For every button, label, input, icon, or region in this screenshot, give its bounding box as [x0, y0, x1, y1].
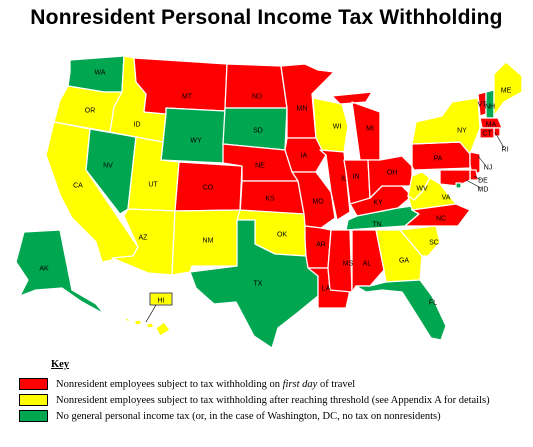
- state-ri: [493, 127, 501, 137]
- state-label-mn: MN: [297, 106, 308, 113]
- state-label-sd: SD: [253, 128, 263, 135]
- state-label-nv: NV: [103, 163, 113, 170]
- state-label-ia: IA: [301, 153, 308, 160]
- state-label-az: AZ: [139, 235, 149, 242]
- state-label-mi: MI: [366, 126, 374, 133]
- state-ak: [15, 229, 105, 315]
- state-tx: [189, 219, 319, 349]
- state-label-nj: NJ: [484, 165, 493, 172]
- state-nc: [404, 203, 471, 227]
- state-label-wa: WA: [94, 70, 105, 77]
- state-label-nc: NC: [436, 216, 446, 223]
- state-label-me: ME: [501, 88, 512, 95]
- state-label-oh: OH: [387, 170, 398, 177]
- state-label-wv: WV: [416, 186, 428, 193]
- state-label-in: IN: [353, 174, 360, 181]
- state-label-ok: OK: [277, 232, 287, 239]
- labels-layer: WA OR CA NV ID MT WY UT AZ CO NM ND SD NE KS OK TX MN IA MO…: [39, 70, 512, 323]
- state-label-tn: TN: [372, 222, 381, 229]
- state-label-nh: NH: [485, 104, 495, 111]
- hi-label-box: [149, 292, 173, 306]
- state-label-nm: NM: [203, 238, 214, 245]
- state-me: [493, 61, 523, 117]
- state-nd: [224, 63, 288, 109]
- state-sc: [399, 225, 441, 257]
- key-text-threshold: Nonresident employees subject to tax wit…: [56, 394, 490, 406]
- state-label-la: LA: [322, 286, 331, 293]
- state-oh: [367, 155, 413, 199]
- key-swatch-threshold: [19, 394, 48, 406]
- state-label-al: AL: [363, 261, 372, 268]
- key-title: Key: [51, 359, 70, 370]
- state-fl: [355, 279, 447, 341]
- state-wi: [312, 97, 349, 153]
- state-ma: [479, 117, 503, 129]
- state-label-id: ID: [134, 122, 141, 129]
- state-md: [439, 169, 471, 187]
- state-ct: [479, 127, 495, 139]
- leader-line: [494, 131, 505, 149]
- state-label-ms: MS: [343, 261, 354, 268]
- state-label-ma: MA: [486, 122, 497, 129]
- state-label-de: DE: [478, 178, 488, 185]
- state-label-wi: WI: [333, 124, 342, 131]
- state-label-il: IL: [341, 176, 347, 183]
- state-label-fl: FL: [429, 300, 437, 307]
- state-label-sc: SC: [429, 240, 439, 247]
- state-hi: [123, 292, 173, 337]
- state-il: [319, 149, 351, 221]
- state-label-ks: KS: [265, 196, 275, 203]
- state-mn: [280, 63, 335, 139]
- key-text-first-day: Nonresident employees subject to tax wit…: [56, 378, 356, 390]
- state-wy: [160, 107, 226, 164]
- state-label-ny: NY: [457, 128, 467, 135]
- state-label-va: VA: [442, 195, 451, 202]
- state-label-ar: AR: [316, 242, 326, 249]
- state-de: [469, 169, 479, 181]
- leader-line: [145, 304, 157, 323]
- state-label-ca: CA: [73, 183, 83, 190]
- states-layer: [15, 55, 523, 349]
- leader-line: [473, 175, 482, 181]
- leader-line: [477, 155, 487, 167]
- key-item-threshold: Nonresident employees subject to tax wit…: [19, 392, 519, 408]
- state-label-wy: WY: [190, 138, 202, 145]
- state-label-pa: PA: [434, 156, 443, 163]
- state-label-mo: MO: [312, 199, 324, 206]
- state-label-mt: MT: [182, 94, 193, 101]
- leader-line: [465, 179, 482, 189]
- state-label-ne: NE: [255, 163, 265, 170]
- state-label-tx: TX: [254, 281, 263, 288]
- state-dc: [455, 182, 462, 189]
- state-label-ct: CT: [482, 131, 492, 138]
- state-label-hi: HI: [158, 298, 165, 305]
- state-label-ut: UT: [148, 182, 158, 189]
- key-swatch-first-day: [19, 378, 48, 390]
- state-label-ga: GA: [399, 258, 409, 265]
- state-label-ri: RI: [502, 147, 509, 154]
- key-text-no-tax: No general personal income tax (or, in t…: [56, 410, 441, 422]
- state-label-md: MD: [478, 187, 489, 194]
- state-label-co: CO: [203, 185, 214, 192]
- key-swatch-no-tax: [19, 410, 48, 422]
- key-item-no-tax: No general personal income tax (or, in t…: [19, 408, 519, 424]
- map-title: Nonresident Personal Income Tax Withhold…: [30, 6, 503, 29]
- state-label-nd: ND: [252, 94, 262, 101]
- map-key: Key Nonresident employees subject to tax…: [19, 359, 519, 424]
- state-label-ak: AK: [39, 266, 49, 273]
- state-label-vt: VT: [478, 102, 488, 109]
- key-item-first-day: Nonresident employees subject to tax wit…: [19, 376, 519, 392]
- state-label-ky: KY: [373, 200, 383, 207]
- state-label-or: OR: [85, 108, 96, 115]
- state-mt: [133, 57, 228, 115]
